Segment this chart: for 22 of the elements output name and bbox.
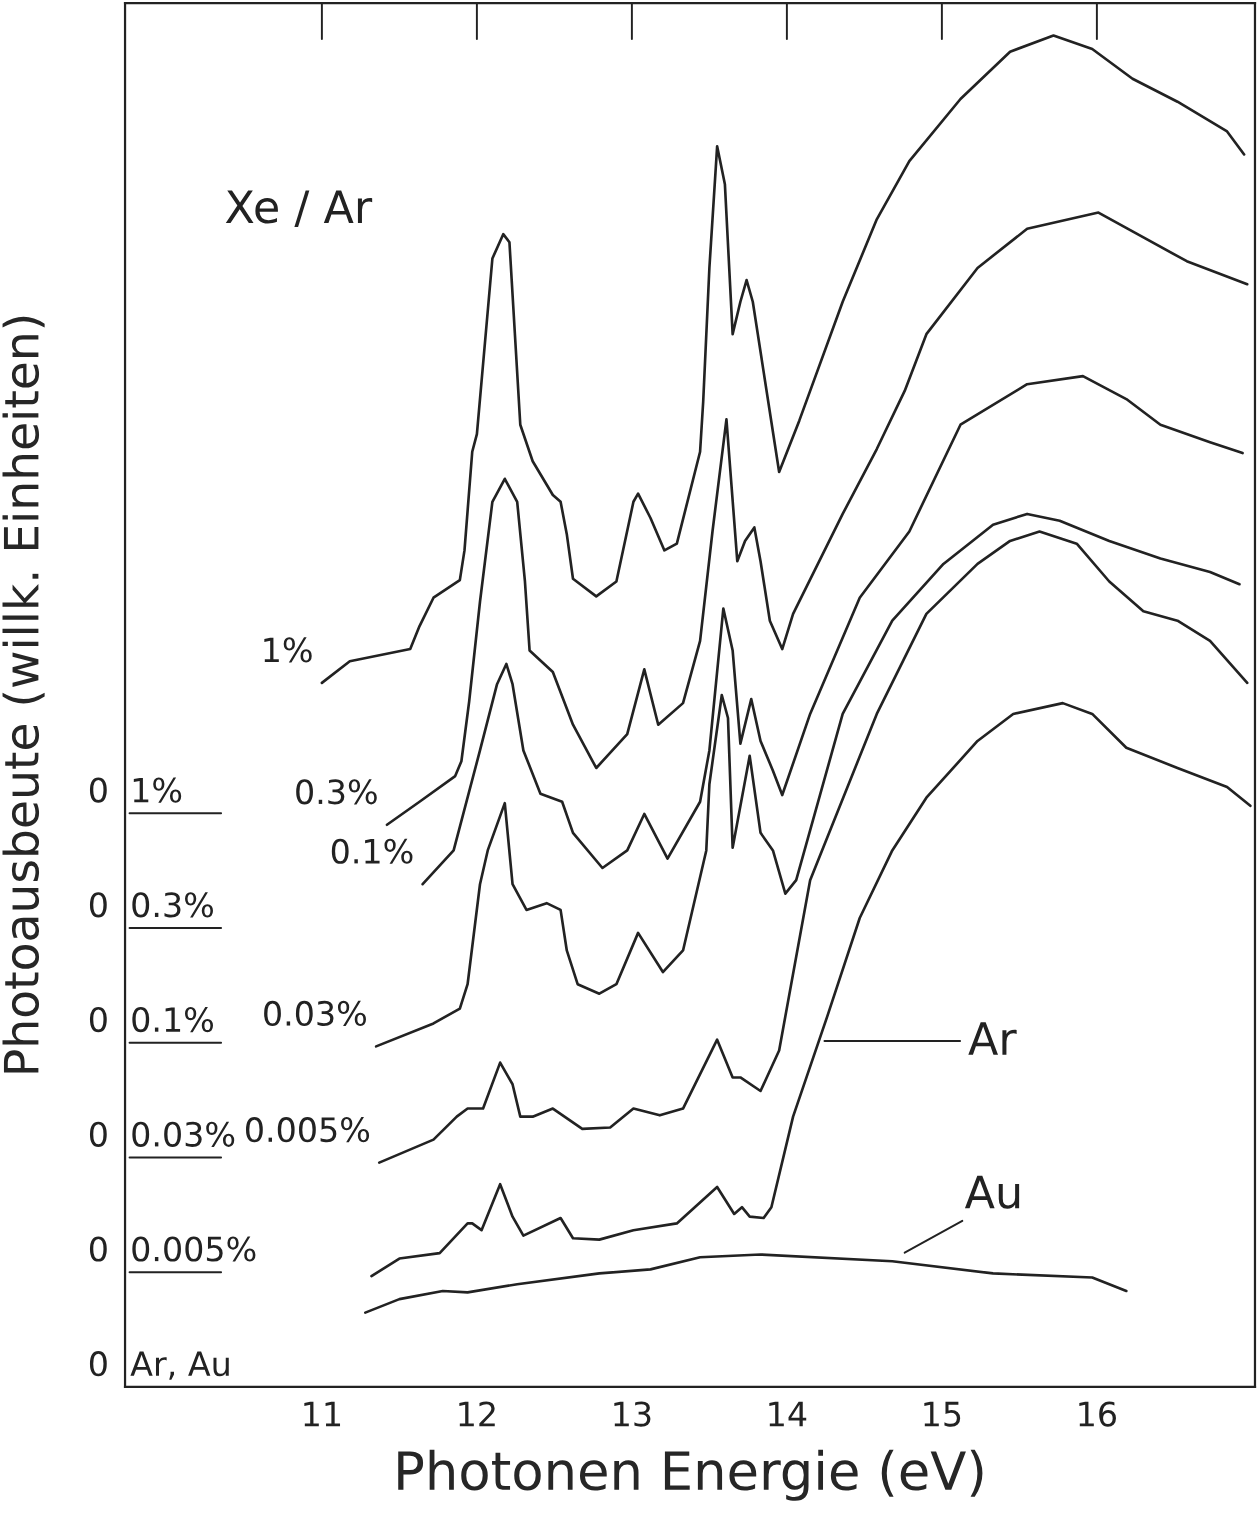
series-label: 0.03% [264, 1000, 366, 1027]
x-tick-label: 16 [1079, 1401, 1116, 1427]
annotation: Ar [968, 1022, 1017, 1055]
x-axis-title: Photonen Energie (eV) [398, 1449, 983, 1501]
annotation: 0 0.005% [89, 1236, 256, 1262]
annotation: 0 1% [89, 777, 182, 803]
x-tick-label: 14 [769, 1401, 807, 1427]
annotation: 0 Ar, Au [89, 1351, 229, 1380]
legend-label: 0.3% [296, 779, 377, 805]
annotation: 0 0.03% [89, 1121, 235, 1147]
series-label: 1% [264, 637, 312, 663]
y-axis-title: Photoausbeute (willk. Einheiten) [2, 316, 45, 1073]
annotation: 0 0.3% [89, 892, 213, 918]
annotation: Xe / Ar [225, 190, 373, 228]
x-tick-label: 13 [614, 1401, 651, 1427]
x-tick-label: 15 [924, 1401, 961, 1427]
annotation: 0 0.1% [89, 1006, 213, 1033]
series-label: 0.005% [246, 1117, 370, 1143]
x-tick-label: 12 [459, 1401, 495, 1427]
x-tick-label: 11 [304, 1401, 341, 1427]
series-label: 0.1% [331, 838, 413, 864]
annotation: Au [964, 1175, 1020, 1209]
